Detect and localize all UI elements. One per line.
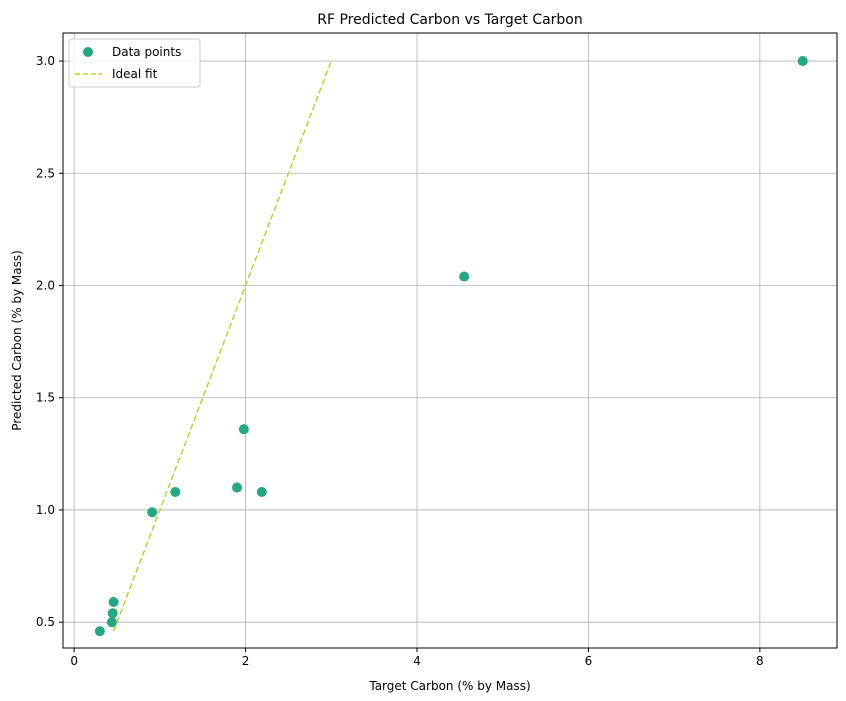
data-point xyxy=(232,482,242,493)
data-point xyxy=(256,487,267,498)
legend-marker-data-points xyxy=(83,47,93,57)
x-tick-label: 4 xyxy=(413,654,421,668)
legend: Data points Ideal fit xyxy=(68,38,201,88)
y-tick-label: 3.0 xyxy=(36,54,55,68)
x-tick-label: 8 xyxy=(756,654,764,668)
y-tick-label: 1.5 xyxy=(36,391,55,405)
data-point xyxy=(108,596,119,607)
x-tick-label: 2 xyxy=(242,654,250,668)
data-point xyxy=(238,424,249,435)
data-point xyxy=(106,617,117,628)
ideal-fit-segment xyxy=(112,60,332,632)
y-tick-label: 0.5 xyxy=(36,615,55,629)
y-axis-label: Predicted Carbon (% by Mass) xyxy=(10,250,24,431)
legend-label-data-points: Data points xyxy=(112,45,181,59)
x-axis-label: Target Carbon (% by Mass) xyxy=(368,679,530,693)
y-axis: 0.5 1.0 1.5 2.0 2.5 3.0 xyxy=(36,54,63,629)
data-point xyxy=(170,487,181,498)
x-tick-label: 6 xyxy=(585,654,593,668)
ideal-fit-line xyxy=(112,60,332,632)
plot-area xyxy=(62,32,838,649)
legend-box xyxy=(68,38,201,88)
x-axis: 0 2 4 6 8 xyxy=(70,648,764,668)
y-tick-label: 2.5 xyxy=(36,166,55,180)
y-tick-label: 1.0 xyxy=(36,503,55,517)
data-point xyxy=(797,56,808,67)
data-point xyxy=(94,626,105,637)
data-point xyxy=(147,507,158,518)
chart-title: RF Predicted Carbon vs Target Carbon xyxy=(317,12,583,28)
data-point xyxy=(459,271,470,282)
grid xyxy=(63,33,837,648)
data-point xyxy=(107,608,118,619)
x-tick-label: 0 xyxy=(70,654,78,668)
data-points xyxy=(94,56,808,637)
y-tick-label: 2.0 xyxy=(36,279,55,293)
plot-background xyxy=(63,33,837,648)
plot-frame xyxy=(62,32,838,649)
legend-label-ideal-fit: Ideal fit xyxy=(112,67,158,81)
